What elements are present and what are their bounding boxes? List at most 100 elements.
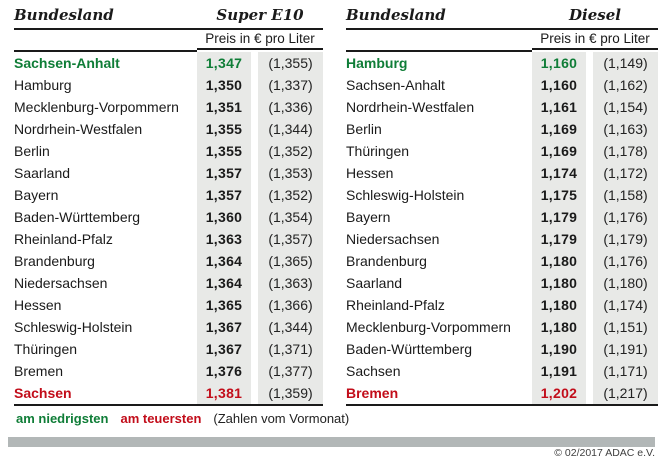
column-spacer <box>251 382 258 404</box>
table-row: Nordrhein-Westfalen 1,161 (1,154) <box>346 96 658 118</box>
bundesland-name: Schleswig-Holstein <box>14 319 133 335</box>
current-price-value: 1,161 <box>532 96 586 118</box>
previous-month-value: (1,352) <box>258 184 323 206</box>
table-row: Baden-Württemberg 1,190 (1,191) <box>346 338 658 360</box>
column-spacer <box>251 250 258 272</box>
column-spacer <box>586 360 593 382</box>
column-spacer <box>586 140 593 162</box>
column-spacer <box>586 184 593 206</box>
bundesland-name: Rheinland-Pfalz <box>14 231 113 247</box>
column-spacer <box>586 206 593 228</box>
table-row: Brandenburg 1,180 (1,176) <box>346 250 658 272</box>
previous-month-value: (1,359) <box>258 382 323 404</box>
column-spacer <box>251 338 258 360</box>
bundesland-name: Berlin <box>346 121 382 137</box>
bundesland-name: Sachsen <box>346 363 401 379</box>
column-spacer <box>586 250 593 272</box>
current-price-value: 1,180 <box>532 294 586 316</box>
table-row: Rheinland-Pfalz 1,363 (1,357) <box>14 228 323 250</box>
table-row: Hessen 1,365 (1,366) <box>14 294 323 316</box>
previous-month-value: (1,366) <box>258 294 323 316</box>
column-spacer <box>251 184 258 206</box>
current-price-value: 1,180 <box>532 272 586 294</box>
bundesland-name: Brandenburg <box>14 253 95 269</box>
column-spacer <box>586 74 593 96</box>
previous-month-value: (1,336) <box>258 96 323 118</box>
current-price-value: 1,350 <box>197 74 251 96</box>
table-row: Brandenburg 1,364 (1,365) <box>14 250 323 272</box>
column-spacer <box>251 316 258 338</box>
current-price-value: 1,367 <box>197 316 251 338</box>
current-price-value: 1,180 <box>532 250 586 272</box>
fuel-type-header: Super E10 <box>216 6 304 24</box>
current-price-value: 1,169 <box>532 140 586 162</box>
table-row: Hessen 1,174 (1,172) <box>346 162 658 184</box>
column-spacer <box>586 338 593 360</box>
table-body: Hamburg 1,160 (1,149) Sachsen-Anhalt 1,160 (1… <box>346 52 658 406</box>
previous-month-value: (1,363) <box>258 272 323 294</box>
table-row: Hamburg 1,160 (1,149) <box>346 52 658 74</box>
table-row: Mecklenburg-Vorpommern 1,351 (1,336) <box>14 96 323 118</box>
table-row: Saarland 1,357 (1,353) <box>14 162 323 184</box>
column-spacer <box>251 140 258 162</box>
column-spacer <box>586 118 593 140</box>
bundesland-name: Baden-Württemberg <box>346 341 473 357</box>
current-price-value: 1,190 <box>532 338 586 360</box>
table-row: Nordrhein-Westfalen 1,355 (1,344) <box>14 118 323 140</box>
bundesland-name: Bayern <box>14 187 59 203</box>
column-spacer <box>251 74 258 96</box>
previous-month-value: (1,371) <box>258 338 323 360</box>
column-spacer <box>586 382 593 404</box>
legend-highest-label: am teuersten <box>120 411 202 426</box>
current-price-value: 1,357 <box>197 162 251 184</box>
table-row: Niedersachsen 1,179 (1,179) <box>346 228 658 250</box>
table-body: Sachsen-Anhalt 1,347 (1,355) Hamburg 1,350 (1… <box>14 52 323 406</box>
previous-month-value: (1,180) <box>593 272 658 294</box>
bundesland-name: Rheinland-Pfalz <box>346 297 445 313</box>
column-spacer <box>586 272 593 294</box>
bundesland-name: Thüringen <box>346 143 410 159</box>
column-spacer <box>586 96 593 118</box>
legend: am niedrigsten am teuersten (Zahlen vom … <box>16 411 349 426</box>
current-price-value: 1,367 <box>197 338 251 360</box>
bundesland-name: Hessen <box>14 297 62 313</box>
column-spacer <box>586 228 593 250</box>
current-price-value: 1,355 <box>197 140 251 162</box>
current-price-value: 1,363 <box>197 228 251 250</box>
legend-note: (Zahlen vom Vormonat) <box>213 411 350 426</box>
diesel-table: Bundesland Diesel Preis in € pro Liter H… <box>346 6 658 406</box>
previous-month-value: (1,163) <box>593 118 658 140</box>
previous-month-value: (1,344) <box>258 118 323 140</box>
table-row: Berlin 1,169 (1,163) <box>346 118 658 140</box>
column-spacer <box>251 96 258 118</box>
previous-month-value: (1,352) <box>258 140 323 162</box>
bundesland-name: Niedersachsen <box>14 275 108 291</box>
column-spacer <box>251 272 258 294</box>
previous-month-value: (1,357) <box>258 228 323 250</box>
previous-month-value: (1,171) <box>593 360 658 382</box>
bundesland-name: Bremen <box>346 385 399 401</box>
previous-month-value: (1,149) <box>593 52 658 74</box>
table-subheader-row: Preis in € pro Liter <box>346 30 658 52</box>
table-subheader-row: Preis in € pro Liter <box>14 30 323 52</box>
copyright-text: © 02/2017 ADAC e.V. <box>554 447 655 459</box>
table-row: Sachsen 1,381 (1,359) <box>14 382 323 404</box>
table-row: Bremen 1,376 (1,377) <box>14 360 323 382</box>
table-row: Schleswig-Holstein 1,175 (1,158) <box>346 184 658 206</box>
previous-month-value: (1,355) <box>258 52 323 74</box>
current-price-value: 1,202 <box>532 382 586 404</box>
column-spacer <box>586 162 593 184</box>
current-price-value: 1,179 <box>532 206 586 228</box>
bundesland-column-header: Bundesland <box>346 6 446 24</box>
previous-month-value: (1,151) <box>593 316 658 338</box>
current-price-value: 1,381 <box>197 382 251 404</box>
previous-month-value: (1,179) <box>593 228 658 250</box>
table-header-row: Bundesland Diesel <box>346 6 658 30</box>
name-column-underline <box>14 30 197 52</box>
table-row: Bayern 1,179 (1,176) <box>346 206 658 228</box>
current-price-value: 1,174 <box>532 162 586 184</box>
column-spacer <box>251 206 258 228</box>
table-row: Thüringen 1,169 (1,178) <box>346 140 658 162</box>
table-row: Rheinland-Pfalz 1,180 (1,174) <box>346 294 658 316</box>
bundesland-column-header: Bundesland <box>14 6 114 24</box>
